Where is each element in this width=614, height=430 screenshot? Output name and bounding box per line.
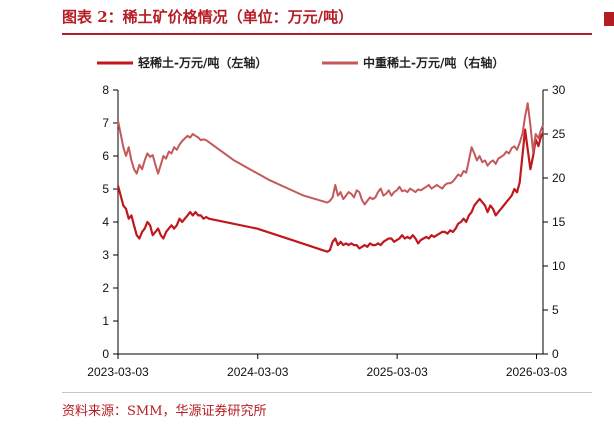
left-tick-label: 7	[102, 116, 109, 130]
right-tick-label: 20	[552, 171, 566, 185]
right-tick-label: 25	[552, 127, 566, 141]
source-note: 资料来源：SMM，华源证券研究所	[62, 404, 267, 419]
title-underline	[62, 33, 592, 35]
left-tick-label: 8	[102, 83, 109, 97]
series-layer	[116, 102, 544, 253]
left-tick-label: 2	[102, 281, 109, 295]
adjacent-figure-edge	[604, 12, 614, 26]
left-tick-label: 1	[102, 314, 109, 328]
x-tick-label: 2026-03-03	[506, 365, 568, 379]
chart-legend: 轻稀土-万元/吨（左轴） 中重稀土-万元/吨（右轴）	[97, 55, 504, 70]
left-tick-label: 4	[102, 215, 109, 229]
x-tick-label: 2025-03-03	[366, 365, 428, 379]
x-tick-label: 2023-03-03	[87, 365, 149, 379]
left-tick-label: 3	[102, 248, 109, 262]
left-tick-label: 6	[102, 149, 109, 163]
price-line-chart: 轻稀土-万元/吨（左轴） 中重稀土-万元/吨（右轴） 0 1 2 3 4 5 6 7 8 0 5 10…	[87, 55, 567, 379]
left-tick-label: 0	[102, 347, 109, 361]
right-tick-label: 0	[552, 347, 559, 361]
right-tick-label: 10	[552, 259, 566, 273]
chart-title: 图表 2：稀土矿价格情况（单位：万元/吨）	[62, 8, 354, 26]
legend-label-heavy: 中重稀土-万元/吨（右轴）	[363, 55, 504, 70]
series-line-heavy	[117, 102, 544, 206]
chart-axes: 0 1 2 3 4 5 6 7 8 0 5 10 15 20 25 30 2023-03-03 2024-03-0…	[87, 83, 567, 379]
series-line-light	[116, 128, 544, 253]
legend-label-light: 轻稀土-万元/吨（左轴）	[138, 55, 267, 70]
right-tick-label: 30	[552, 83, 566, 97]
footer-divider	[62, 392, 592, 393]
x-tick-label: 2024-03-03	[227, 365, 289, 379]
right-tick-label: 15	[552, 215, 566, 229]
left-tick-label: 5	[102, 182, 109, 196]
right-tick-label: 5	[552, 303, 559, 317]
